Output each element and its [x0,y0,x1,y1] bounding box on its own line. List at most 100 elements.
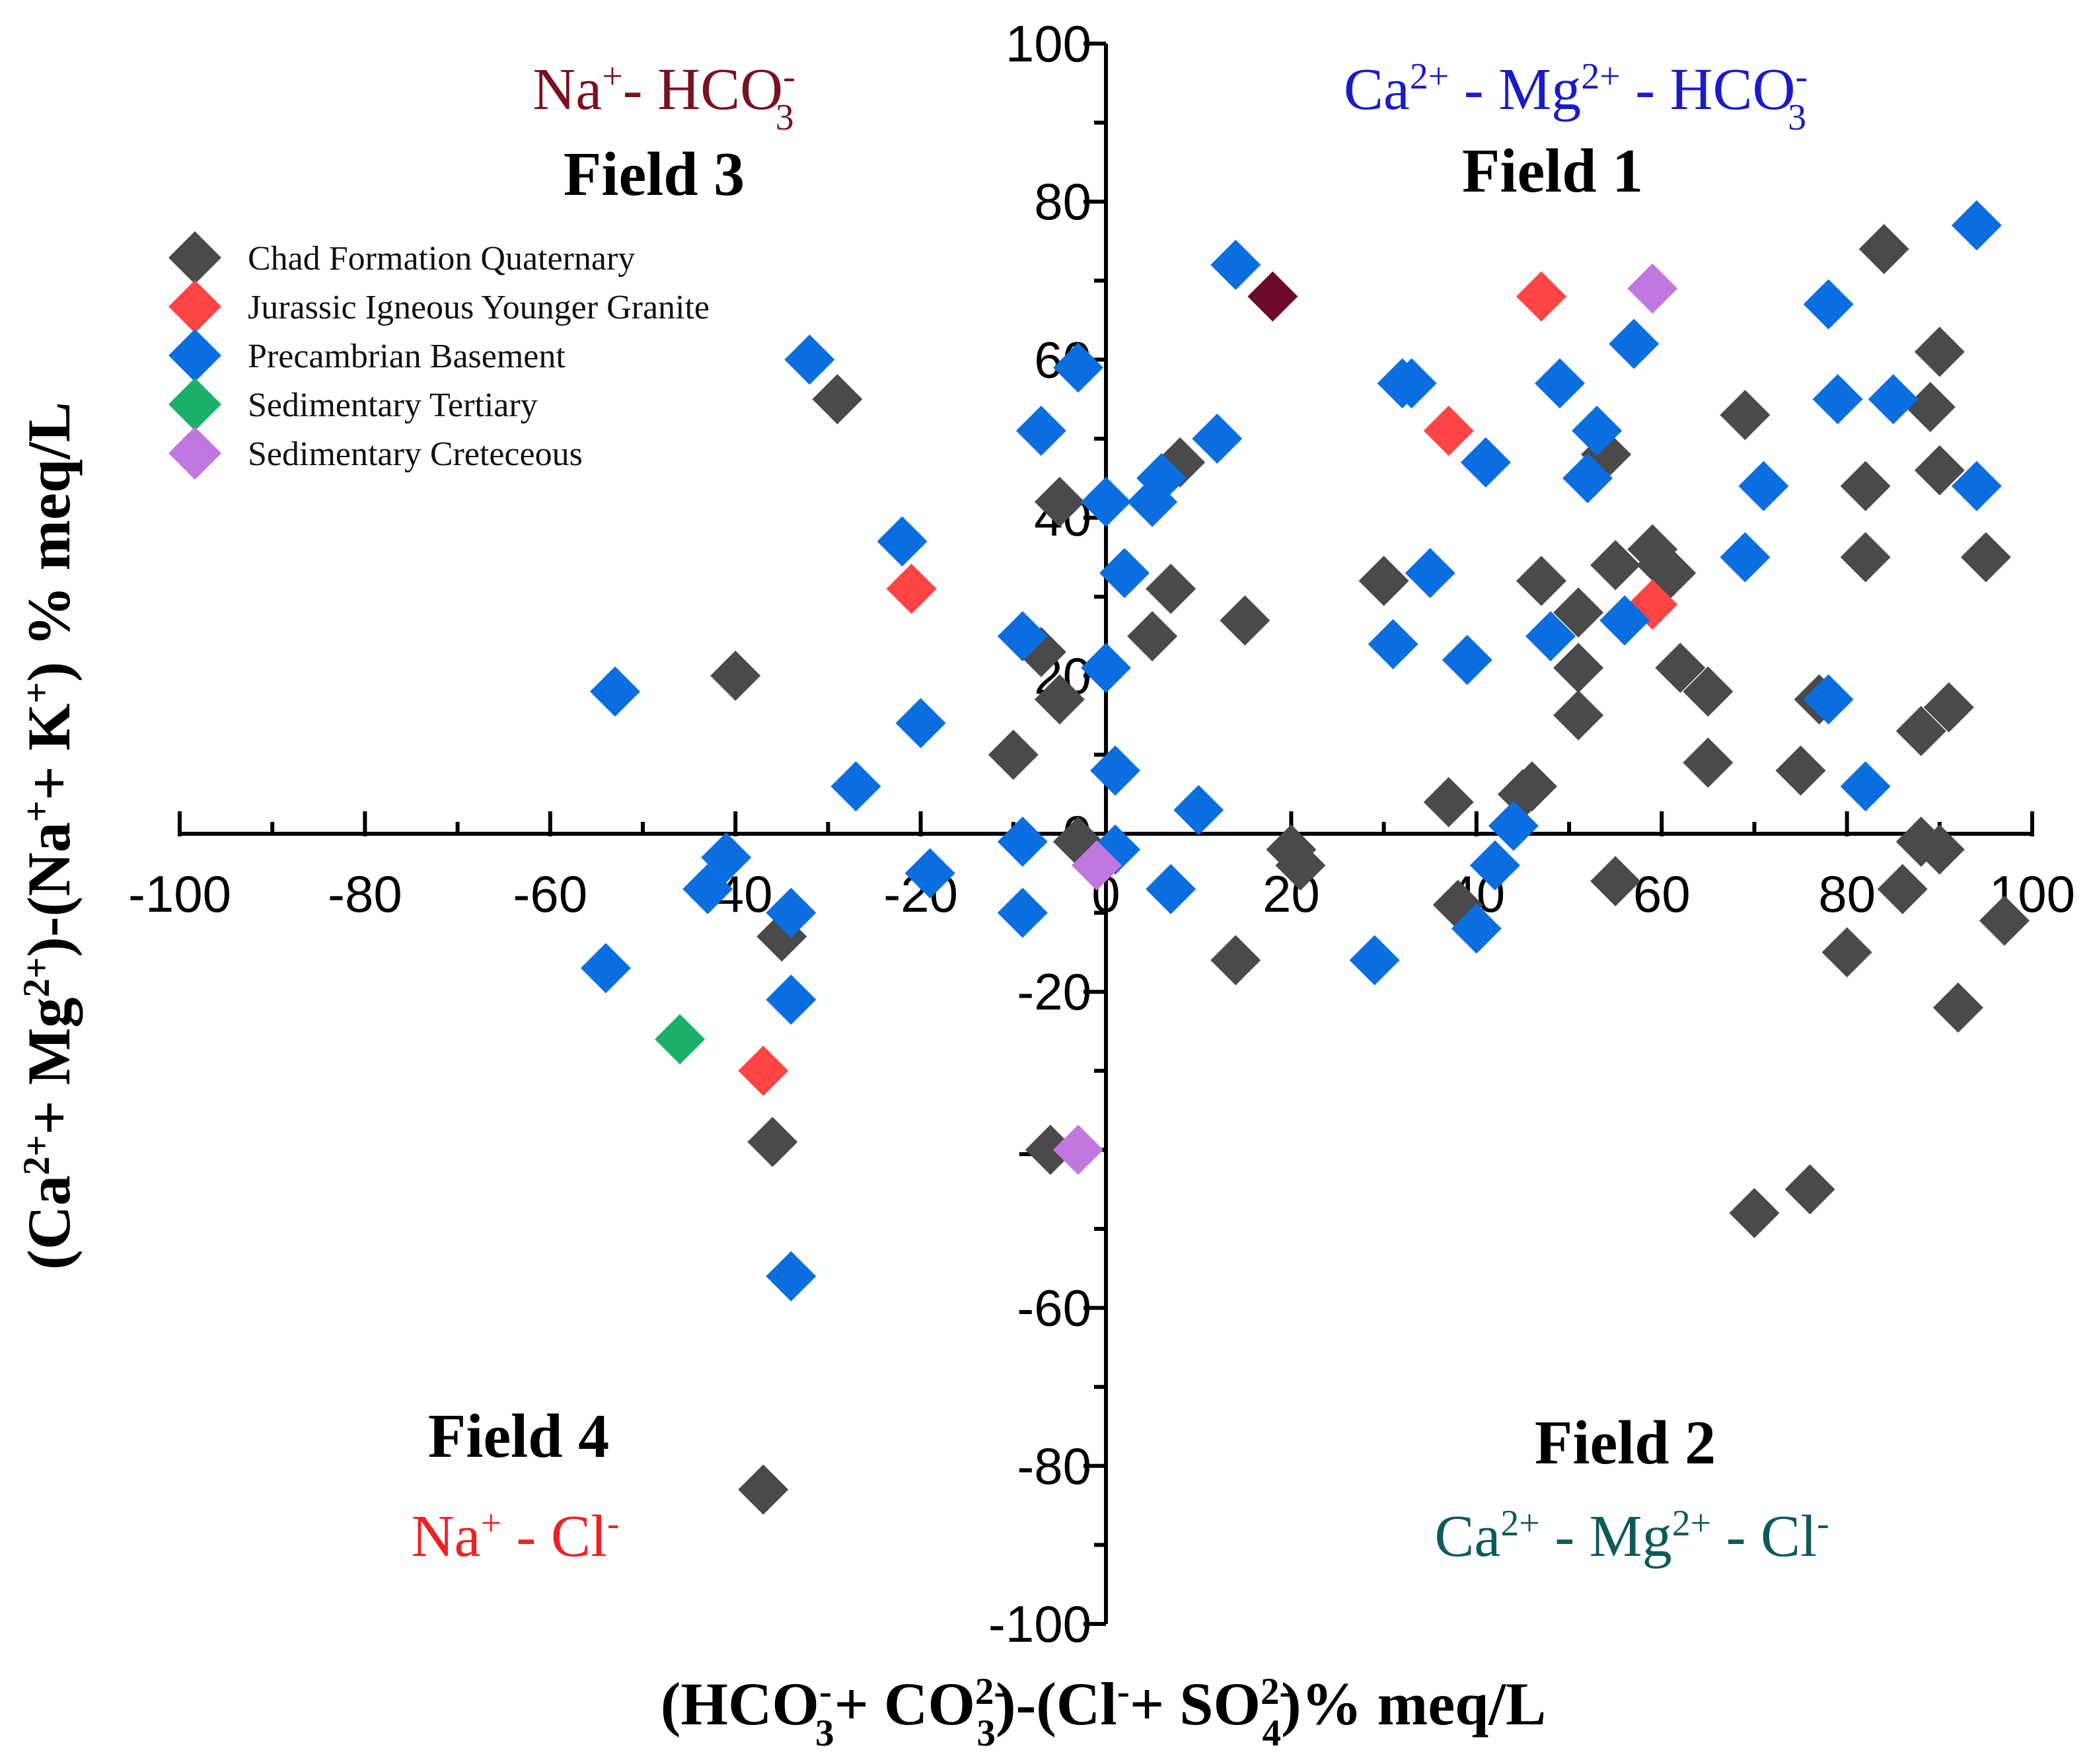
x-tick-label: 80 [1818,865,1876,923]
data-point [1683,737,1734,788]
data-point [1784,1164,1835,1215]
field4-ion-label: Na+ - Cl- [411,1503,619,1569]
data-point [738,1045,789,1096]
legend-label: Sedimentary Creteceous [248,435,583,473]
data-point [1275,840,1326,891]
data-point [1460,437,1511,488]
data-point [1877,864,1928,914]
legend-label: Precambrian Basement [248,338,566,375]
y-tick-label: -20 [1017,963,1091,1021]
x-axis-title: (HCO-3+ CO2-3)-(Cl-+ SO2-4)% meq/L [661,1670,1547,1754]
data-point [1553,642,1604,693]
data-point [1052,1124,1103,1175]
data-point [1469,840,1520,891]
legend-marker [168,231,221,284]
data-point [747,1117,798,1167]
y-tick-label: 80 [1034,172,1091,231]
data-point [1914,326,1965,377]
data-point [1951,200,2002,251]
data-point [1220,595,1270,646]
data-point [1534,358,1585,409]
data-point [1812,374,1863,425]
data-point [766,974,817,1025]
data-point [1423,777,1474,828]
data-point [1923,682,1974,733]
data-point [1738,460,1789,511]
field-labels: Na+- HCO-3 Field 3 Ca2+ - Mg2+ - HCO-3 F… [411,56,1829,1569]
data-point [1627,263,1678,314]
data-point [1349,935,1400,986]
data-point [1553,690,1604,741]
data-point [830,761,881,812]
data-point [1590,540,1641,591]
y-tick-label: -60 [1017,1279,1091,1337]
data-point [1386,358,1437,409]
data-point [904,848,955,899]
data-point [1729,1188,1780,1239]
data-point [1173,785,1224,836]
data-point [1442,634,1492,685]
data-point [1146,864,1196,914]
y-tick-label: 100 [1006,15,1091,73]
data-point [1025,1124,1076,1175]
data-point [1868,374,1919,425]
data-point [766,1251,817,1302]
data-point [1127,611,1178,661]
data-point [1979,895,2030,946]
field2-ion-label: Ca2+ - Mg2+ - Cl- [1434,1503,1829,1569]
data-point [1488,801,1539,852]
data-point [1099,548,1150,599]
data-point [1895,706,1946,756]
data-point [1655,642,1706,693]
data-point [1210,935,1261,986]
data-point [886,564,937,614]
data-point [1090,745,1141,796]
data-points [580,200,2030,1515]
data-point [1840,761,1891,812]
data-point [580,943,631,994]
data-point [1775,745,1826,796]
data-point [1247,271,1298,322]
data-point [1932,982,1983,1033]
legend-label: Jurassic Igneous Younger Granite [248,289,710,326]
data-point [997,887,1048,938]
data-point [1081,642,1131,693]
data-point [655,1013,706,1064]
data-point [1590,856,1641,906]
data-point [997,611,1048,661]
data-point [1136,453,1187,503]
data-point [1572,406,1623,457]
data-point [1905,382,1956,433]
field2-title: Field 2 [1535,1409,1716,1477]
x-tick-label: -100 [128,865,231,923]
legend-label: Chad Formation Quaternary [248,240,635,277]
data-point [1146,564,1196,614]
data-point [1803,279,1854,330]
field3-title: Field 3 [564,140,745,209]
data-point [1609,318,1660,369]
x-tick-label: -80 [328,865,402,923]
field4-title: Field 4 [428,1402,609,1471]
data-point [1516,271,1566,322]
field3-ion-label: Na+- HCO-3 [532,56,795,138]
data-point [1192,414,1243,464]
data-point [1720,532,1771,583]
data-point [1821,927,1872,978]
data-point [1451,903,1502,954]
data-point [895,698,946,749]
data-point [1562,453,1613,503]
data-point [1960,532,2011,583]
data-point [1368,618,1418,669]
data-point [589,666,640,717]
data-point [812,374,863,425]
data-point [1015,406,1066,457]
data-point [1914,445,1965,496]
data-point [1405,548,1455,599]
legend-marker [168,329,221,382]
y-axis-title: (Ca2++ Mg2+)-(Na++ K+) % meq/L [15,402,83,1270]
data-point [1081,476,1131,527]
field1-title: Field 1 [1462,137,1643,205]
data-point [1052,342,1103,393]
x-tick-label: -60 [513,865,587,923]
